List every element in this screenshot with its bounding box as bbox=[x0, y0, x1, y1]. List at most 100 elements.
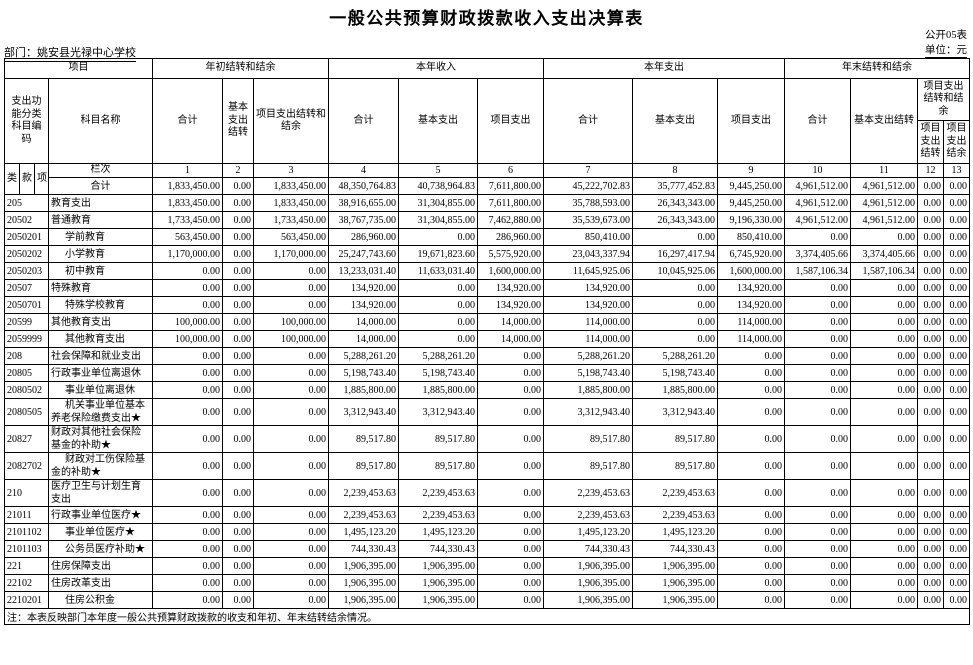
cell-value: 0.00 bbox=[784, 557, 851, 575]
cell-value-text: 0.00 bbox=[523, 367, 542, 379]
cell-value: 100,000.00 bbox=[152, 330, 223, 348]
cell-value: 286,960.00 bbox=[328, 228, 399, 246]
cell-value: 1,833,450.00 bbox=[253, 194, 329, 212]
cell-value-text: 0.00 bbox=[523, 594, 542, 606]
cell-value: 0.00 bbox=[253, 347, 329, 365]
cell-value: 0.00 bbox=[222, 245, 254, 263]
cell-value-text: 1,906,395.00 bbox=[577, 560, 631, 572]
cell-value: 0.00 bbox=[917, 381, 944, 399]
cell-value-text: 0.00 bbox=[949, 248, 968, 260]
cell-function-code: 20599 bbox=[4, 313, 49, 331]
cell-value: 0.00 bbox=[253, 381, 329, 399]
code-sub-xiang: 项 bbox=[34, 163, 49, 195]
cell-value-text: 1,587,106.34 bbox=[862, 265, 916, 277]
cell-value-text: 1,906,395.00 bbox=[577, 594, 631, 606]
cell-value: 0.00 bbox=[222, 540, 254, 558]
cell-value-text: 744,330.43 bbox=[670, 543, 715, 555]
cell-value-text: 5,198,743.40 bbox=[422, 367, 476, 379]
col-header-begin-basic-carry: 基本支出结转 bbox=[222, 78, 254, 164]
cell-value-text: 0.00 bbox=[949, 282, 968, 294]
cell-value: 0.00 bbox=[917, 364, 944, 382]
cell-value: 38,916,655.00 bbox=[328, 194, 399, 212]
cell-value-text: 0.00 bbox=[308, 509, 327, 521]
cell-value: 3,374,405.66 bbox=[850, 245, 918, 263]
cell-value: 9,445,250.00 bbox=[717, 194, 785, 212]
cell-value: 89,517.80 bbox=[543, 452, 633, 480]
cell-subject-name: 普通教育 bbox=[48, 211, 153, 229]
cell-value-text: 0.00 bbox=[923, 282, 942, 294]
cell-value: 0.00 bbox=[943, 347, 970, 365]
cell-value-text: 0.00 bbox=[233, 577, 252, 589]
cell-function-code: 2082702 bbox=[4, 452, 49, 480]
cell-value-text: 0.00 bbox=[202, 384, 221, 396]
cell-value: 744,330.43 bbox=[398, 540, 478, 558]
cell-value: 0.00 bbox=[222, 330, 254, 348]
cell-function-code: 20502 bbox=[4, 211, 49, 229]
cell-value: 2,239,453.63 bbox=[398, 479, 478, 507]
cell-value-text: 134,920.00 bbox=[737, 282, 782, 294]
cell-value-text: 0.00 bbox=[949, 350, 968, 362]
cell-value: 286,960.00 bbox=[477, 228, 544, 246]
header-income-group: 本年收入 bbox=[328, 58, 544, 79]
cell-value-text: 0.00 bbox=[308, 543, 327, 555]
cell-value: 19,671,823.60 bbox=[398, 245, 478, 263]
cell-value: 0.00 bbox=[784, 574, 851, 592]
cell-value-text: 9,196,330.00 bbox=[729, 214, 783, 226]
cell-value: 0.00 bbox=[477, 425, 544, 453]
cell-value: 35,777,452.83 bbox=[632, 177, 718, 195]
cell-value-text: 0.00 bbox=[308, 460, 327, 472]
cell-value: 26,343,343.00 bbox=[632, 211, 718, 229]
cell-value: 0.00 bbox=[784, 523, 851, 541]
cell-value-text: 0.00 bbox=[308, 487, 327, 499]
cell-value: 0.00 bbox=[632, 313, 718, 331]
cell-value-text: 134,920.00 bbox=[496, 299, 541, 311]
cell-value-text: 1,906,395.00 bbox=[662, 577, 716, 589]
cell-value-text: 0.00 bbox=[949, 180, 968, 192]
cell-value: 89,517.80 bbox=[328, 452, 399, 480]
cell-subject-name: 合计 bbox=[48, 177, 153, 195]
cell-value: 0.00 bbox=[943, 262, 970, 280]
cell-value-text: 0.00 bbox=[923, 406, 942, 418]
cell-value-text: 744,330.43 bbox=[585, 543, 630, 555]
cell-value: 1,906,395.00 bbox=[328, 574, 399, 592]
cell-value: 5,288,261.20 bbox=[632, 347, 718, 365]
cell-value-text: 0.00 bbox=[764, 367, 783, 379]
cell-value-text: 0.00 bbox=[949, 214, 968, 226]
cell-value: 0.00 bbox=[253, 452, 329, 480]
cell-value-text: 7,611,800.00 bbox=[488, 197, 541, 209]
cell-value: 0.00 bbox=[222, 381, 254, 399]
cell-value-text: 89,517.80 bbox=[590, 460, 630, 472]
cell-value-text: 0.00 bbox=[923, 316, 942, 328]
cell-value-text: 0.00 bbox=[233, 333, 252, 345]
cell-value-text: 0.00 bbox=[523, 543, 542, 555]
cell-value: 0.00 bbox=[943, 591, 970, 609]
cell-value: 0.00 bbox=[943, 364, 970, 382]
cell-value: 4,961,512.00 bbox=[784, 177, 851, 195]
cell-value: 0.00 bbox=[943, 211, 970, 229]
cell-value-text: 35,539,673.00 bbox=[572, 214, 631, 226]
cell-value: 1,885,800.00 bbox=[328, 381, 399, 399]
cell-value: 1,906,395.00 bbox=[328, 557, 399, 575]
header-subcolumn-row: 项目支出结转 项目支出结余 bbox=[5, 120, 970, 164]
cell-value: 744,330.43 bbox=[328, 540, 399, 558]
cell-value-text: 0.00 bbox=[764, 560, 783, 572]
cell-value-text: 0.00 bbox=[949, 231, 968, 243]
cell-value: 0.00 bbox=[152, 262, 223, 280]
cell-value-text: 0.00 bbox=[897, 433, 916, 445]
cell-value: 3,312,943.40 bbox=[328, 398, 399, 426]
cell-value: 0.00 bbox=[477, 574, 544, 592]
cell-value: 40,738,964.83 bbox=[398, 177, 478, 195]
cell-value-text: 0.00 bbox=[949, 526, 968, 538]
cell-value: 0.00 bbox=[850, 540, 918, 558]
cell-value: 0.00 bbox=[784, 540, 851, 558]
cell-value: 0.00 bbox=[850, 425, 918, 453]
cell-value-text: 2,239,453.63 bbox=[662, 487, 716, 499]
cell-value-text: 5,288,261.20 bbox=[662, 350, 716, 362]
cell-value-text: 7,611,800.00 bbox=[488, 180, 541, 192]
cell-value: 0.00 bbox=[917, 425, 944, 453]
cell-value: 0.00 bbox=[398, 228, 478, 246]
cell-value-text: 0.00 bbox=[949, 509, 968, 521]
cell-value-text: 744,330.43 bbox=[430, 543, 475, 555]
lanci-6: 6 bbox=[477, 163, 544, 178]
cell-value: 0.00 bbox=[943, 313, 970, 331]
